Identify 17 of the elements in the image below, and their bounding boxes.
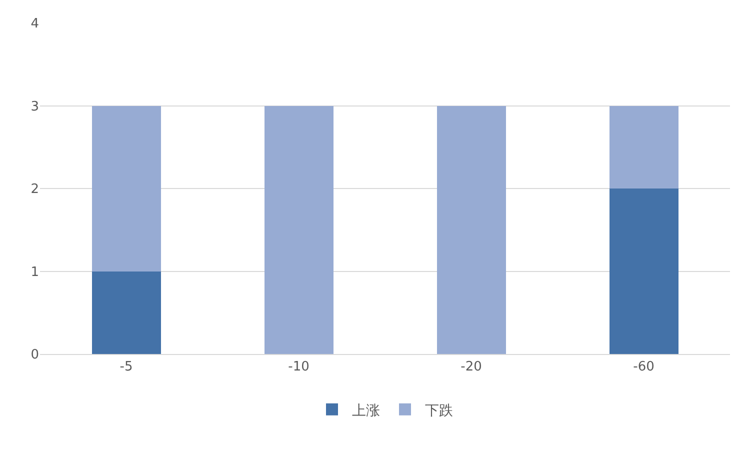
bar [609, 188, 678, 354]
y-tick-label: 1 [30, 264, 39, 280]
x-tick-label: -10 [288, 360, 310, 375]
x-tick-label: -20 [460, 360, 482, 375]
x-tick-label: -5 [120, 360, 133, 375]
y-tick-label: 0 [30, 348, 39, 363]
bar [436, 106, 506, 354]
legend-label: 上涨 [352, 402, 380, 419]
y-tick-label: 2 [30, 182, 39, 198]
bar [92, 106, 161, 272]
bar [92, 271, 161, 354]
x-tick-label: -60 [633, 360, 654, 375]
bar [609, 106, 678, 188]
legend-label: 下跌 [425, 402, 453, 419]
bar [264, 106, 334, 354]
y-tick-label: 4 [30, 16, 39, 32]
y-tick-label: 3 [30, 99, 39, 114]
